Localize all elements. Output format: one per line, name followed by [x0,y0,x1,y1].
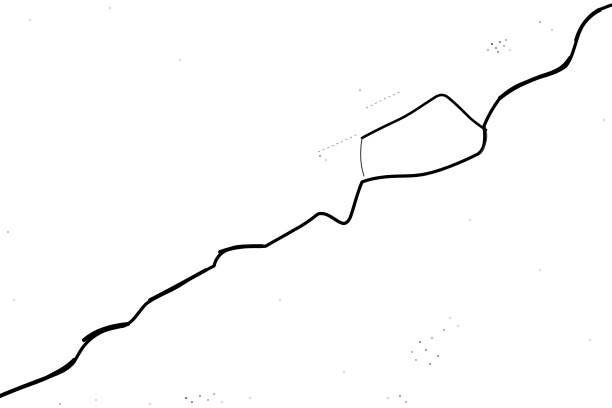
speckle-scatter [7,7,605,373]
upper-branch-crack [360,93,488,140]
speckle-cluster-top-right [487,21,553,53]
speckle-cluster-bottom [59,393,251,405]
crack-thick-segment-6 [574,8,602,42]
speckle-cluster-bottom-right [387,317,459,403]
flake-edge [360,129,488,177]
hairline-crack [317,91,401,153]
crack-thick-segment-2 [82,322,130,342]
crack-thick-segment-3 [148,268,208,302]
crack-thick-segment-5 [498,56,572,100]
crack-thick-segment-4 [218,244,264,254]
crack-thick-segment-1 [0,358,76,398]
main-crack [0,3,612,398]
